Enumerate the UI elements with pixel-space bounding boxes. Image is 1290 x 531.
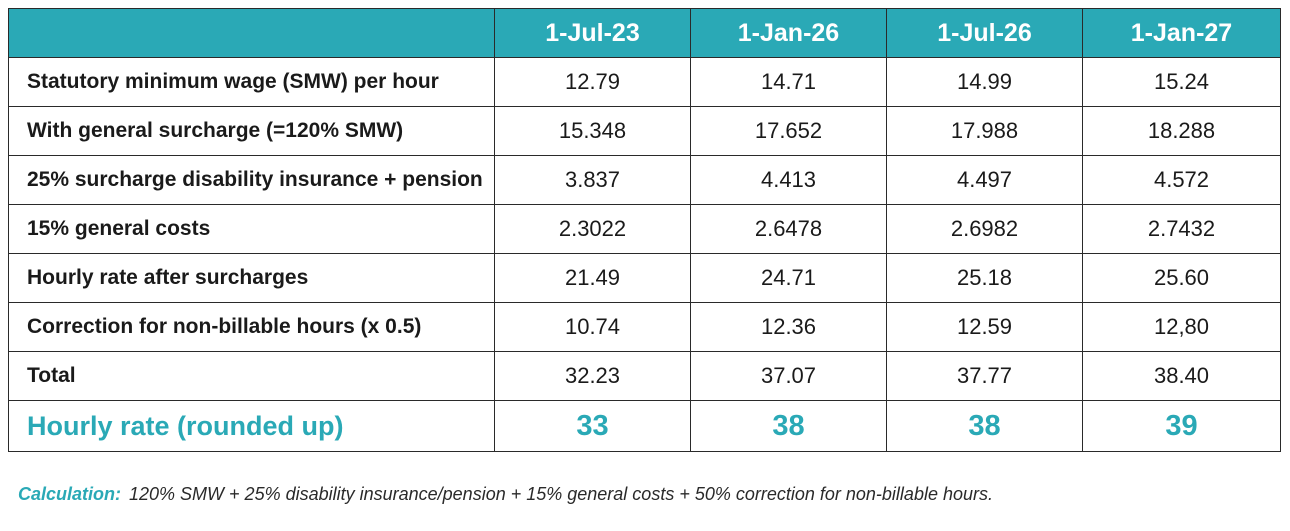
hourly-rate-table: 1-Jul-23 1-Jan-26 1-Jul-26 1-Jan-27 Stat…	[8, 8, 1281, 452]
row-label: 25% surcharge disability insurance + pen…	[8, 155, 495, 205]
table-cell: 2.7432	[1082, 204, 1281, 254]
final-rate-cell: 38	[690, 400, 887, 452]
table-row: 15% general costs 2.3022 2.6478 2.6982 2…	[8, 204, 1281, 254]
table-cell: 12.59	[886, 302, 1083, 352]
row-label: Total	[8, 351, 495, 401]
table-cell: 4.413	[690, 155, 887, 205]
final-rate-row: Hourly rate (rounded up) 33 38 38 39	[8, 400, 1281, 452]
table-header-row: 1-Jul-23 1-Jan-26 1-Jul-26 1-Jan-27	[8, 8, 1281, 58]
final-rate-label: Hourly rate (rounded up)	[8, 400, 495, 452]
table-cell: 10.74	[494, 302, 691, 352]
table-cell: 25.60	[1082, 253, 1281, 303]
calculation-note-lead: Calculation:	[18, 484, 122, 504]
table-cell: 12.79	[494, 57, 691, 107]
table-cell: 37.07	[690, 351, 887, 401]
header-cell-date: 1-Jan-26	[690, 8, 887, 58]
table-row: Correction for non-billable hours (x 0.5…	[8, 302, 1281, 352]
table-cell: 2.6478	[690, 204, 887, 254]
table-cell: 24.71	[690, 253, 887, 303]
final-rate-cell: 39	[1082, 400, 1281, 452]
final-rate-cell: 38	[886, 400, 1083, 452]
table-cell: 25.18	[886, 253, 1083, 303]
table-cell: 38.40	[1082, 351, 1281, 401]
header-cell-date: 1-Jul-26	[886, 8, 1083, 58]
row-label: Statutory minimum wage (SMW) per hour	[8, 57, 495, 107]
table-cell: 3.837	[494, 155, 691, 205]
header-cell-date: 1-Jul-23	[494, 8, 691, 58]
table-cell: 12,80	[1082, 302, 1281, 352]
row-label: With general surcharge (=120% SMW)	[8, 106, 495, 156]
table-cell: 14.71	[690, 57, 887, 107]
table-row: With general surcharge (=120% SMW) 15.34…	[8, 106, 1281, 156]
calculation-note-text: 120% SMW + 25% disability insurance/pens…	[129, 484, 993, 504]
table-row: Hourly rate after surcharges 21.49 24.71…	[8, 253, 1281, 303]
row-label: 15% general costs	[8, 204, 495, 254]
table-row: Total 32.23 37.07 37.77 38.40	[8, 351, 1281, 401]
row-label: Correction for non-billable hours (x 0.5…	[8, 302, 495, 352]
table-cell: 4.572	[1082, 155, 1281, 205]
calculation-note: Calculation: 120% SMW + 25% disability in…	[18, 484, 993, 505]
table-cell: 18.288	[1082, 106, 1281, 156]
table-cell: 37.77	[886, 351, 1083, 401]
table-row: 25% surcharge disability insurance + pen…	[8, 155, 1281, 205]
table-cell: 21.49	[494, 253, 691, 303]
table-cell: 15.24	[1082, 57, 1281, 107]
table-cell: 17.988	[886, 106, 1083, 156]
header-cell-date: 1-Jan-27	[1082, 8, 1281, 58]
table-cell: 17.652	[690, 106, 887, 156]
table-cell: 32.23	[494, 351, 691, 401]
final-rate-cell: 33	[494, 400, 691, 452]
table-cell: 14.99	[886, 57, 1083, 107]
table-row: Statutory minimum wage (SMW) per hour 12…	[8, 57, 1281, 107]
table-cell: 4.497	[886, 155, 1083, 205]
table-cell: 2.3022	[494, 204, 691, 254]
row-label: Hourly rate after surcharges	[8, 253, 495, 303]
table-cell: 15.348	[494, 106, 691, 156]
header-cell-blank	[8, 8, 495, 58]
table-cell: 12.36	[690, 302, 887, 352]
table-cell: 2.6982	[886, 204, 1083, 254]
